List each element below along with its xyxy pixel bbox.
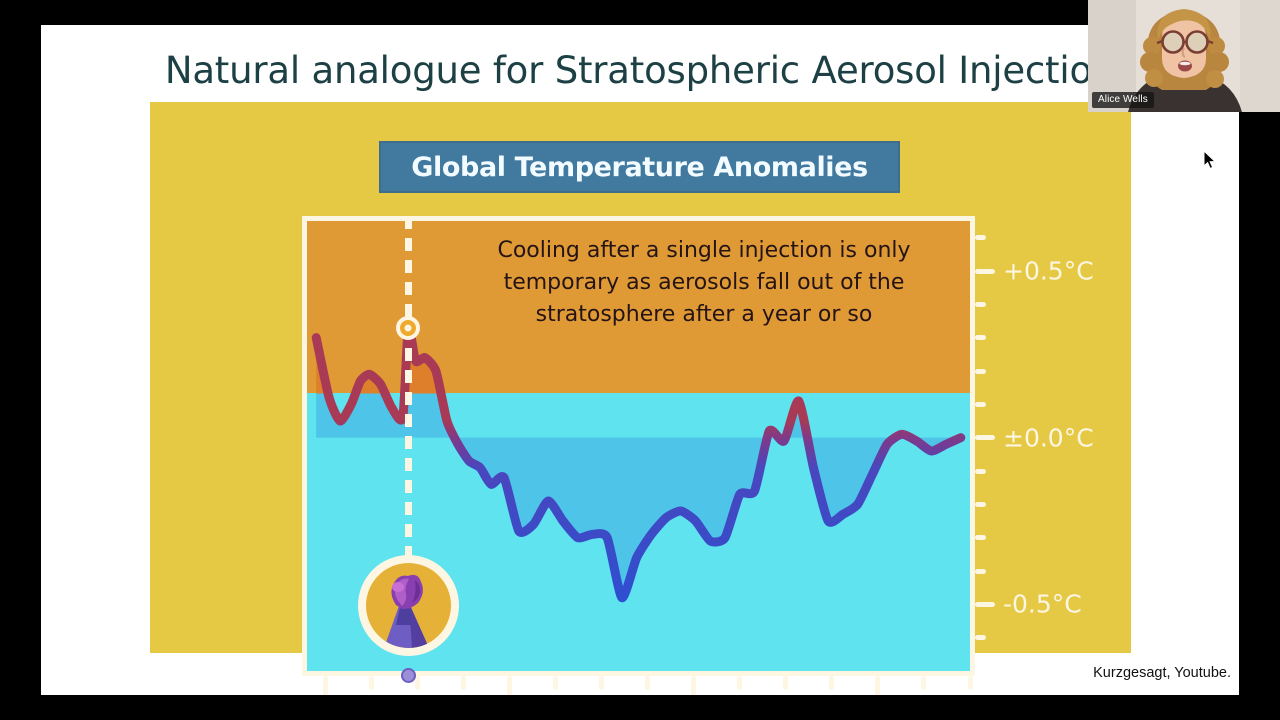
x-axis-minor-tick <box>829 676 835 690</box>
y-axis-minor-tick <box>975 235 986 241</box>
x-axis-minor-tick <box>553 676 559 690</box>
chart-plot-area <box>302 216 975 676</box>
y-axis: +0.5°C ±0.0°C -0.5°C <box>975 216 1125 676</box>
y-axis-label: ±0.0°C <box>1003 423 1094 453</box>
y-axis-label: -0.5°C <box>1003 589 1082 619</box>
x-axis-minor-tick <box>599 676 605 690</box>
y-axis-minor-tick <box>975 301 986 307</box>
y-axis-minor-tick <box>975 635 986 641</box>
eruption-point-icon <box>396 315 421 340</box>
chart-annotation: Cooling after a single injection is only… <box>497 238 911 327</box>
x-axis-major-tick <box>691 676 697 695</box>
eruption-dashed-line <box>404 216 412 566</box>
chart-title-banner: Global Temperature Anomalies <box>379 141 900 193</box>
y-axis-minor-tick <box>975 335 986 341</box>
x-axis-minor-tick <box>737 676 743 690</box>
y-axis-label: +0.5°C <box>1003 256 1094 286</box>
y-axis-minor-tick <box>975 368 986 374</box>
x-axis-minor-tick <box>783 676 789 690</box>
chart-bands <box>307 221 970 671</box>
y-axis-minor-tick <box>975 401 986 407</box>
x-axis-minor-tick <box>967 676 973 690</box>
x-axis-minor-tick <box>921 676 927 690</box>
page-title: Natural analogue for Stratospheric Aeros… <box>164 49 1116 92</box>
y-axis-minor-tick <box>975 535 986 541</box>
x-axis-major-tick <box>507 676 513 695</box>
presentation-slide: Natural analogue for Stratospheric Aeros… <box>41 25 1239 695</box>
x-axis-minor-tick <box>461 676 467 690</box>
x-axis-minor-tick <box>645 676 651 690</box>
y-axis-minor-tick <box>975 468 986 474</box>
infographic-panel: Global Temperature Anomalies <box>150 102 1131 695</box>
eruption-axis-dot-icon <box>400 668 416 683</box>
chart-title-text: Global Temperature Anomalies <box>411 151 868 183</box>
y-axis-major-tick <box>975 268 995 274</box>
x-axis-major-tick <box>875 676 881 695</box>
webcam-video-frame <box>1088 0 1280 112</box>
x-axis-minor-tick <box>368 676 374 690</box>
x-axis-major-tick <box>322 676 328 695</box>
x-axis: 1991199219931994 <box>302 676 975 695</box>
y-axis-minor-tick <box>975 501 986 507</box>
participant-name-label: Alice Wells <box>1092 92 1154 108</box>
y-axis-major-tick <box>975 601 995 607</box>
volcano-glyph <box>383 574 429 648</box>
webcam-video-tile[interactable]: Alice Wells <box>1088 0 1280 112</box>
y-axis-minor-tick <box>975 568 986 574</box>
y-axis-major-tick <box>975 435 995 441</box>
volcano-icon <box>357 555 459 656</box>
x-axis-minor-tick <box>415 676 420 690</box>
source-credit: Kurzgesagt, Youtube. <box>1093 665 1231 681</box>
volcano-icon-inner <box>365 563 451 648</box>
